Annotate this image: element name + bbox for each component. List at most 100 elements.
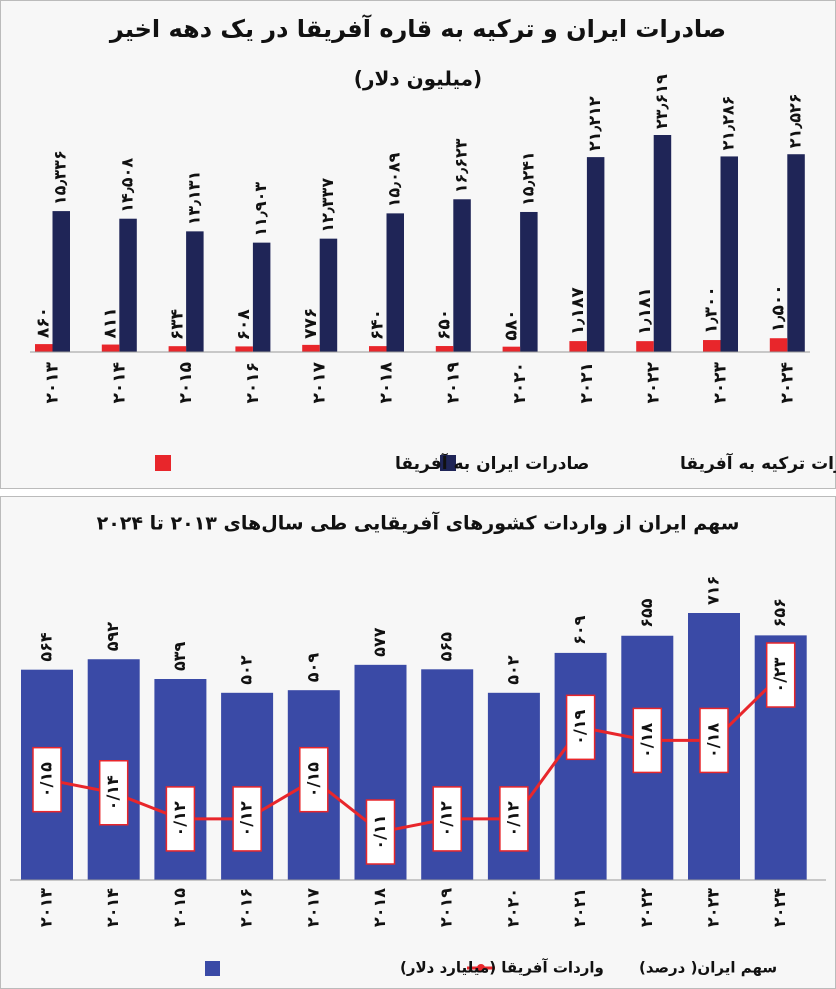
point-label: ۰/۱۴ bbox=[103, 775, 122, 810]
x-tick-label: ۲۰۱۸ bbox=[370, 888, 389, 927]
chart-subtitle: (میلیون دلار) bbox=[354, 67, 482, 91]
x-tick-label: ۲۰۱۴ bbox=[109, 362, 129, 404]
value-label: ۲۱٫۵۲۶ bbox=[786, 93, 805, 148]
x-tick-label: ۲۰۱۵ bbox=[176, 362, 196, 404]
bar bbox=[168, 346, 187, 352]
legend-swatch bbox=[440, 455, 456, 471]
x-tick-label: ۲۰۲۰ bbox=[503, 888, 522, 927]
bar bbox=[720, 156, 738, 352]
value-label: ۵۸۰ bbox=[501, 310, 521, 341]
value-label: ۱۵٫۳۳۶ bbox=[51, 150, 70, 205]
x-tick-label: ۲۰۱۹ bbox=[443, 361, 463, 403]
value-label: ۵۶۵ bbox=[437, 632, 456, 662]
point-label: ۰/۱۲ bbox=[437, 801, 456, 836]
point-label: ۰/۱۵ bbox=[37, 762, 56, 797]
value-label: ۶۵۰ bbox=[435, 309, 455, 340]
point-label: ۰/۱۲ bbox=[237, 801, 256, 836]
value-label: ۱۱٫۹۰۳ bbox=[251, 182, 270, 237]
bar bbox=[520, 211, 538, 352]
x-tick-label: ۲۰۱۵ bbox=[170, 888, 189, 927]
bar bbox=[453, 199, 471, 352]
value-label: ۵۶۴ bbox=[37, 632, 56, 662]
value-label: ۱۲٫۳۳۷ bbox=[318, 178, 337, 233]
x-tick-label: ۲۰۱۸ bbox=[377, 361, 397, 403]
legend-label: سهم ایران( درصد) bbox=[639, 959, 777, 977]
bar bbox=[302, 344, 320, 352]
value-label: ۵۰۹ bbox=[303, 653, 322, 683]
x-tick-label: ۲۰۱۶ bbox=[243, 362, 263, 404]
point-label-box bbox=[232, 786, 262, 852]
point-label: ۰/۱۵ bbox=[303, 762, 322, 797]
x-tick-label: ۲۰۱۷ bbox=[303, 888, 322, 927]
legend-label: واردات آفریقا (میلیارد دلار) bbox=[400, 959, 604, 977]
value-label: ۷۱۶ bbox=[704, 576, 723, 605]
value-label: ۶۵۶ bbox=[770, 598, 789, 627]
value-label: ۱۵٫۰۸۹ bbox=[385, 152, 404, 207]
x-tick-label: ۲۰۱۶ bbox=[237, 888, 256, 927]
point-label: ۰/۱۸ bbox=[637, 723, 656, 758]
value-label: ۷۷۶ bbox=[301, 308, 321, 339]
point-label: ۰/۱۹ bbox=[570, 710, 589, 745]
bar bbox=[35, 344, 53, 352]
x-tick-label: ۲۰۲۲ bbox=[637, 888, 656, 927]
point-label: ۰/۱۲ bbox=[170, 801, 189, 836]
panel bbox=[0, 0, 836, 489]
chart-title: سهم ایران از واردات کشورهای آفریقایی طی … bbox=[97, 511, 740, 535]
x-tick-label: ۲۰۲۱ bbox=[570, 888, 589, 927]
value-label: ۱۴٫۵۰۸ bbox=[118, 158, 137, 213]
chart-title: صادرات ایران و ترکیه به قاره آفریقا در ی… bbox=[109, 14, 726, 43]
point-label: ۰/۱۱ bbox=[370, 814, 389, 849]
bar bbox=[769, 338, 788, 352]
value-label: ۲۱٫۲۱۲ bbox=[585, 96, 604, 151]
point-label-box bbox=[499, 786, 529, 852]
legend-swatch bbox=[205, 961, 220, 976]
legend-label: صادرات ترکیه به آفریقا bbox=[680, 452, 836, 474]
point-label-box bbox=[765, 642, 796, 708]
legend-swatch bbox=[155, 455, 171, 471]
point-label-box bbox=[165, 786, 196, 852]
legend-swatch bbox=[477, 964, 485, 972]
bar bbox=[252, 242, 271, 352]
bar bbox=[703, 340, 721, 352]
value-label: ۸۶۰ bbox=[34, 307, 54, 338]
x-tick-label: ۲۰۱۳ bbox=[43, 361, 63, 403]
bar bbox=[586, 157, 605, 352]
x-tick-label: ۲۰۱۴ bbox=[103, 888, 122, 927]
point-label: ۰/۲۳ bbox=[770, 657, 789, 692]
value-label: ۲۱٫۲۸۶ bbox=[719, 96, 738, 151]
point-label-box bbox=[32, 746, 62, 813]
value-label: ۵۳۹ bbox=[170, 641, 189, 671]
x-tick-label: ۲۰۲۱ bbox=[577, 362, 597, 404]
x-tick-label: ۲۰۲۲ bbox=[644, 361, 664, 403]
point-label-box bbox=[365, 799, 396, 865]
x-tick-label: ۲۰۲۳ bbox=[704, 888, 723, 927]
value-label: ۶۰۹ bbox=[570, 615, 589, 645]
bar bbox=[186, 231, 204, 352]
value-label: ۶۰۸ bbox=[234, 309, 254, 341]
bar bbox=[52, 211, 70, 352]
bar bbox=[502, 346, 521, 352]
value-label: ۶۴۰ bbox=[368, 309, 388, 340]
bar bbox=[319, 238, 338, 352]
point-label: ۰/۱۲ bbox=[503, 801, 522, 836]
point-label-box bbox=[632, 707, 663, 774]
value-label: ۶۳۴ bbox=[167, 309, 187, 340]
bar bbox=[101, 344, 120, 352]
point-label: ۰/۱۸ bbox=[704, 723, 723, 758]
point-label-box bbox=[299, 746, 329, 813]
x-tick-label: ۲۰۲۰ bbox=[510, 362, 530, 404]
value-label: ۶۵۵ bbox=[637, 598, 656, 628]
value-label: ۵۰۲ bbox=[503, 655, 522, 685]
value-label: ۱۶٫۶۲۳ bbox=[452, 138, 471, 193]
value-label: ۱۳٫۱۳۱ bbox=[184, 171, 203, 226]
x-tick-label: ۲۰۲۴ bbox=[770, 888, 789, 927]
bar bbox=[235, 346, 253, 352]
bar bbox=[636, 341, 654, 352]
value-label: ۱٫۵۰۰ bbox=[769, 284, 789, 332]
value-label: ۱٫۱۸۱ bbox=[635, 287, 655, 335]
x-tick-label: ۲۰۱۷ bbox=[310, 361, 330, 403]
x-tick-label: ۲۰۲۴ bbox=[777, 362, 797, 404]
bar bbox=[787, 154, 805, 352]
bar bbox=[653, 135, 672, 352]
